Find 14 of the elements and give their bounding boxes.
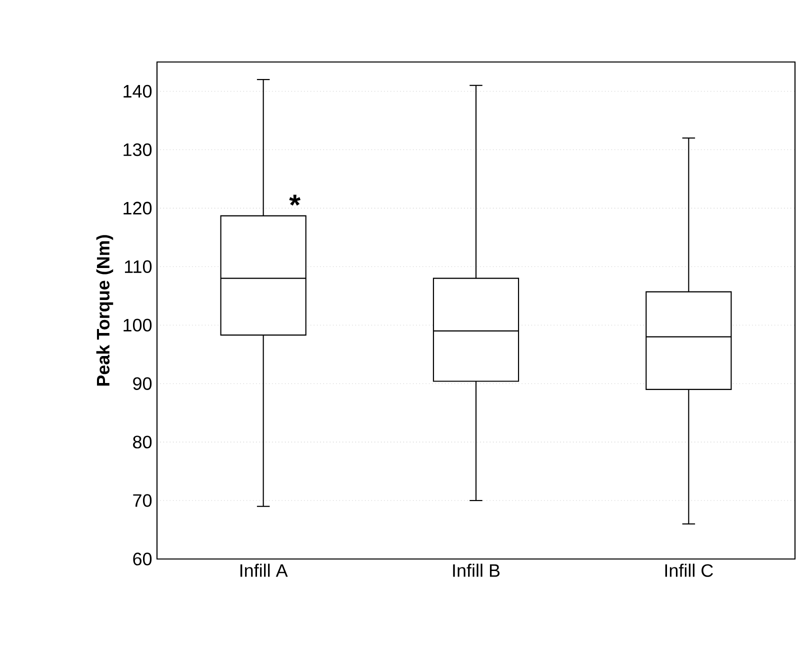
y-tick-label: 80 [133, 436, 152, 448]
y-tick-label: 60 [133, 552, 152, 566]
x-tick-label: Infill B [453, 564, 500, 577]
y-tick-label: 70 [133, 494, 152, 507]
y-tick-label: 110 [124, 260, 152, 274]
y-tick-label: 90 [133, 377, 152, 390]
y-tick-label: 120 [124, 202, 152, 215]
y-tick-label: 130 [124, 143, 152, 156]
x-tick-label: Infill A [240, 564, 288, 577]
y-tick-label: 140 [124, 84, 152, 98]
y-tick-label: 100 [124, 318, 152, 332]
x-tick-label: Infill C [665, 564, 713, 577]
annotation: * [289, 194, 301, 206]
y-axis-title: Peak Torque (Nm) [96, 235, 114, 386]
